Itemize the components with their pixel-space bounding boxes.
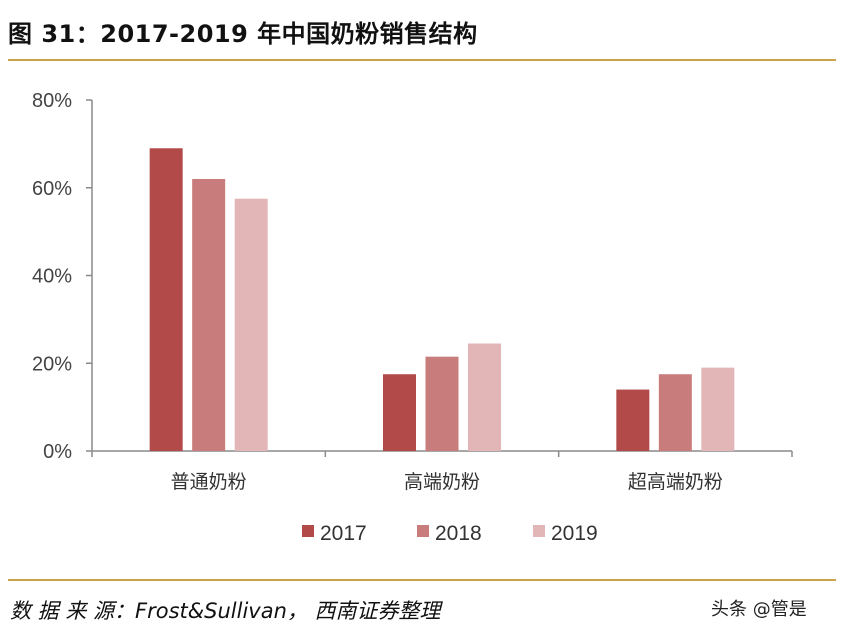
top-rule bbox=[8, 59, 836, 61]
bar-2017 bbox=[616, 389, 650, 451]
legend-label: 2018 bbox=[435, 522, 482, 545]
bar-2019 bbox=[468, 343, 501, 451]
bar-2019 bbox=[701, 367, 735, 451]
legend-label: 2019 bbox=[551, 522, 598, 545]
source-note: 数 据 来 源：Frost&Sullivan， 西南证券整理 bbox=[10, 599, 441, 623]
figure-title: 图 31：2017-2019 年中国奶粉销售结构 bbox=[8, 20, 478, 48]
legend-swatch-2017 bbox=[302, 525, 314, 537]
y-tick-label: 20% bbox=[32, 353, 72, 375]
bar-2018 bbox=[425, 356, 459, 451]
bar-2018 bbox=[658, 374, 692, 451]
watermark: 头条 @管是 bbox=[711, 599, 807, 620]
y-tick-label: 80% bbox=[32, 90, 72, 112]
bar-2018 bbox=[192, 178, 226, 451]
legend-swatch-2019 bbox=[533, 525, 545, 537]
bar-2017 bbox=[149, 148, 183, 451]
legend-swatch-2018 bbox=[417, 525, 429, 537]
y-tick-label: 0% bbox=[43, 441, 72, 463]
legend-label: 2017 bbox=[320, 522, 367, 545]
bar-2019 bbox=[234, 198, 268, 451]
x-category-label: 普通奶粉 bbox=[171, 471, 247, 493]
y-tick-label: 40% bbox=[32, 266, 72, 288]
bar-2017 bbox=[383, 374, 416, 451]
x-category-label: 超高端奶粉 bbox=[628, 471, 723, 493]
y-tick-label: 60% bbox=[32, 178, 72, 200]
bottom-rule bbox=[8, 579, 836, 581]
x-category-label: 高端奶粉 bbox=[404, 471, 480, 493]
